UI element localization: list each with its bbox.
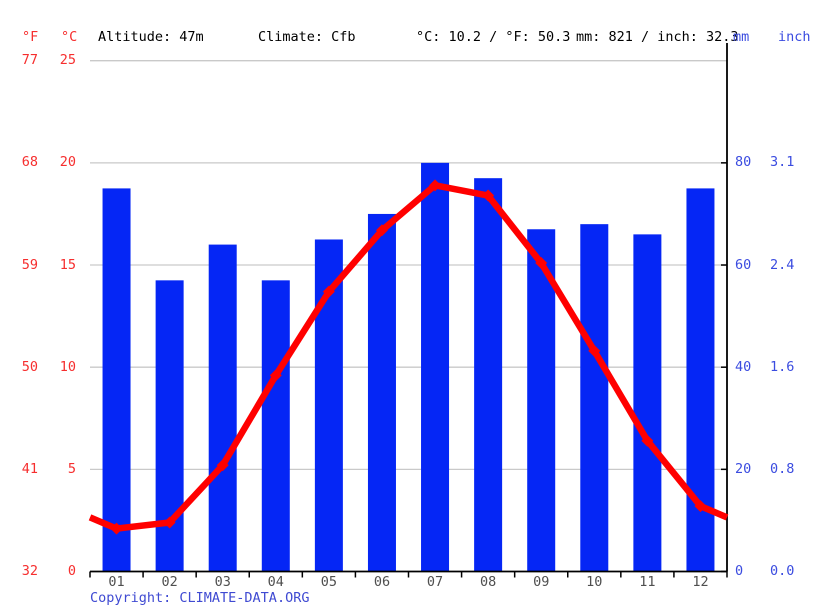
copyright-line: Copyright: CLIMATE-DATA.ORG	[90, 591, 309, 606]
precip-bar-11	[633, 234, 662, 572]
temperature-point-07	[429, 179, 442, 192]
precip-bar-09	[527, 229, 556, 572]
inch-tick-2.4: 2.4	[770, 256, 795, 273]
f-tick-41: 41	[21, 460, 38, 477]
month-label-09: 09	[533, 574, 550, 590]
f-tick-59: 59	[21, 256, 38, 273]
precip-bar-03	[208, 244, 237, 572]
precip-bar-06	[367, 213, 396, 572]
precip-bar-07	[421, 162, 450, 572]
month-label-08: 08	[479, 574, 497, 590]
copyright-label: Copyright:	[90, 590, 180, 606]
inch-tick-0.0: 0.0	[770, 563, 795, 579]
month-label-03: 03	[214, 574, 231, 590]
month-label-02: 02	[161, 574, 178, 590]
c-tick-5: 5	[67, 460, 76, 477]
temperature-point-12	[694, 500, 707, 513]
f-tick-32: 32	[21, 563, 38, 579]
temperature-point-09	[535, 256, 548, 269]
climate-class-text: Climate: Cfb	[258, 29, 356, 45]
mm-tick-40: 40	[735, 358, 752, 375]
fahrenheit-axis-title: °F	[22, 29, 39, 45]
c-tick-10: 10	[59, 358, 76, 375]
month-label-06: 06	[373, 574, 391, 590]
month-label-01: 01	[108, 574, 125, 590]
precip-bar-04	[261, 280, 290, 572]
month-label-07: 07	[426, 574, 444, 590]
climate-data-org-link[interactable]: CLIMATE-DATA.ORG	[179, 590, 310, 606]
mm-tick-0: 0	[735, 563, 744, 579]
month-label-12: 12	[692, 574, 709, 590]
temperature-point-11	[641, 434, 654, 447]
temperature-point-10	[588, 344, 601, 357]
temperature-point-08	[482, 189, 495, 202]
mm-tick-20: 20	[735, 460, 752, 477]
celsius-axis-title: °C	[61, 29, 78, 45]
mm-tick-60: 60	[735, 256, 752, 273]
altitude-text: Altitude: 47m	[98, 29, 204, 45]
inch-tick-3.1: 3.1	[770, 154, 795, 171]
c-tick-20: 20	[59, 154, 76, 171]
c-tick-25: 25	[59, 52, 76, 69]
temperature-line	[88, 182, 729, 532]
precip-bar-10	[580, 224, 609, 572]
temperature-point-04	[269, 369, 282, 382]
month-label-10: 10	[586, 574, 603, 590]
temperature-point-02	[163, 516, 176, 529]
precip-bar-08	[474, 178, 503, 572]
inch-tick-1.6: 1.6	[770, 358, 795, 375]
precip-bar-01	[102, 188, 131, 572]
month-label-05: 05	[320, 574, 337, 590]
mean-temperature-text: °C: 10.2 / °F: 50.3	[416, 29, 571, 45]
month-label-04: 04	[267, 574, 284, 590]
f-tick-68: 68	[21, 154, 38, 171]
temperature-point-03	[216, 459, 229, 472]
inch-tick-0.8: 0.8	[770, 460, 795, 477]
total-precip-text: mm: 821 / inch: 32.3	[576, 29, 739, 45]
inch-axis-title: inch	[778, 29, 811, 45]
mm-axis-title: mm	[733, 29, 750, 45]
f-tick-50: 50	[21, 358, 38, 375]
month-label-11: 11	[639, 574, 656, 590]
c-tick-15: 15	[59, 256, 76, 273]
mm-tick-80: 80	[735, 154, 752, 171]
temperature-point-05	[322, 285, 335, 298]
precip-bar-12	[686, 188, 715, 572]
temperature-point-01	[110, 522, 123, 535]
c-tick-0: 0	[67, 563, 76, 579]
temperature-point-06	[375, 224, 388, 237]
f-tick-77: 77	[21, 52, 38, 69]
